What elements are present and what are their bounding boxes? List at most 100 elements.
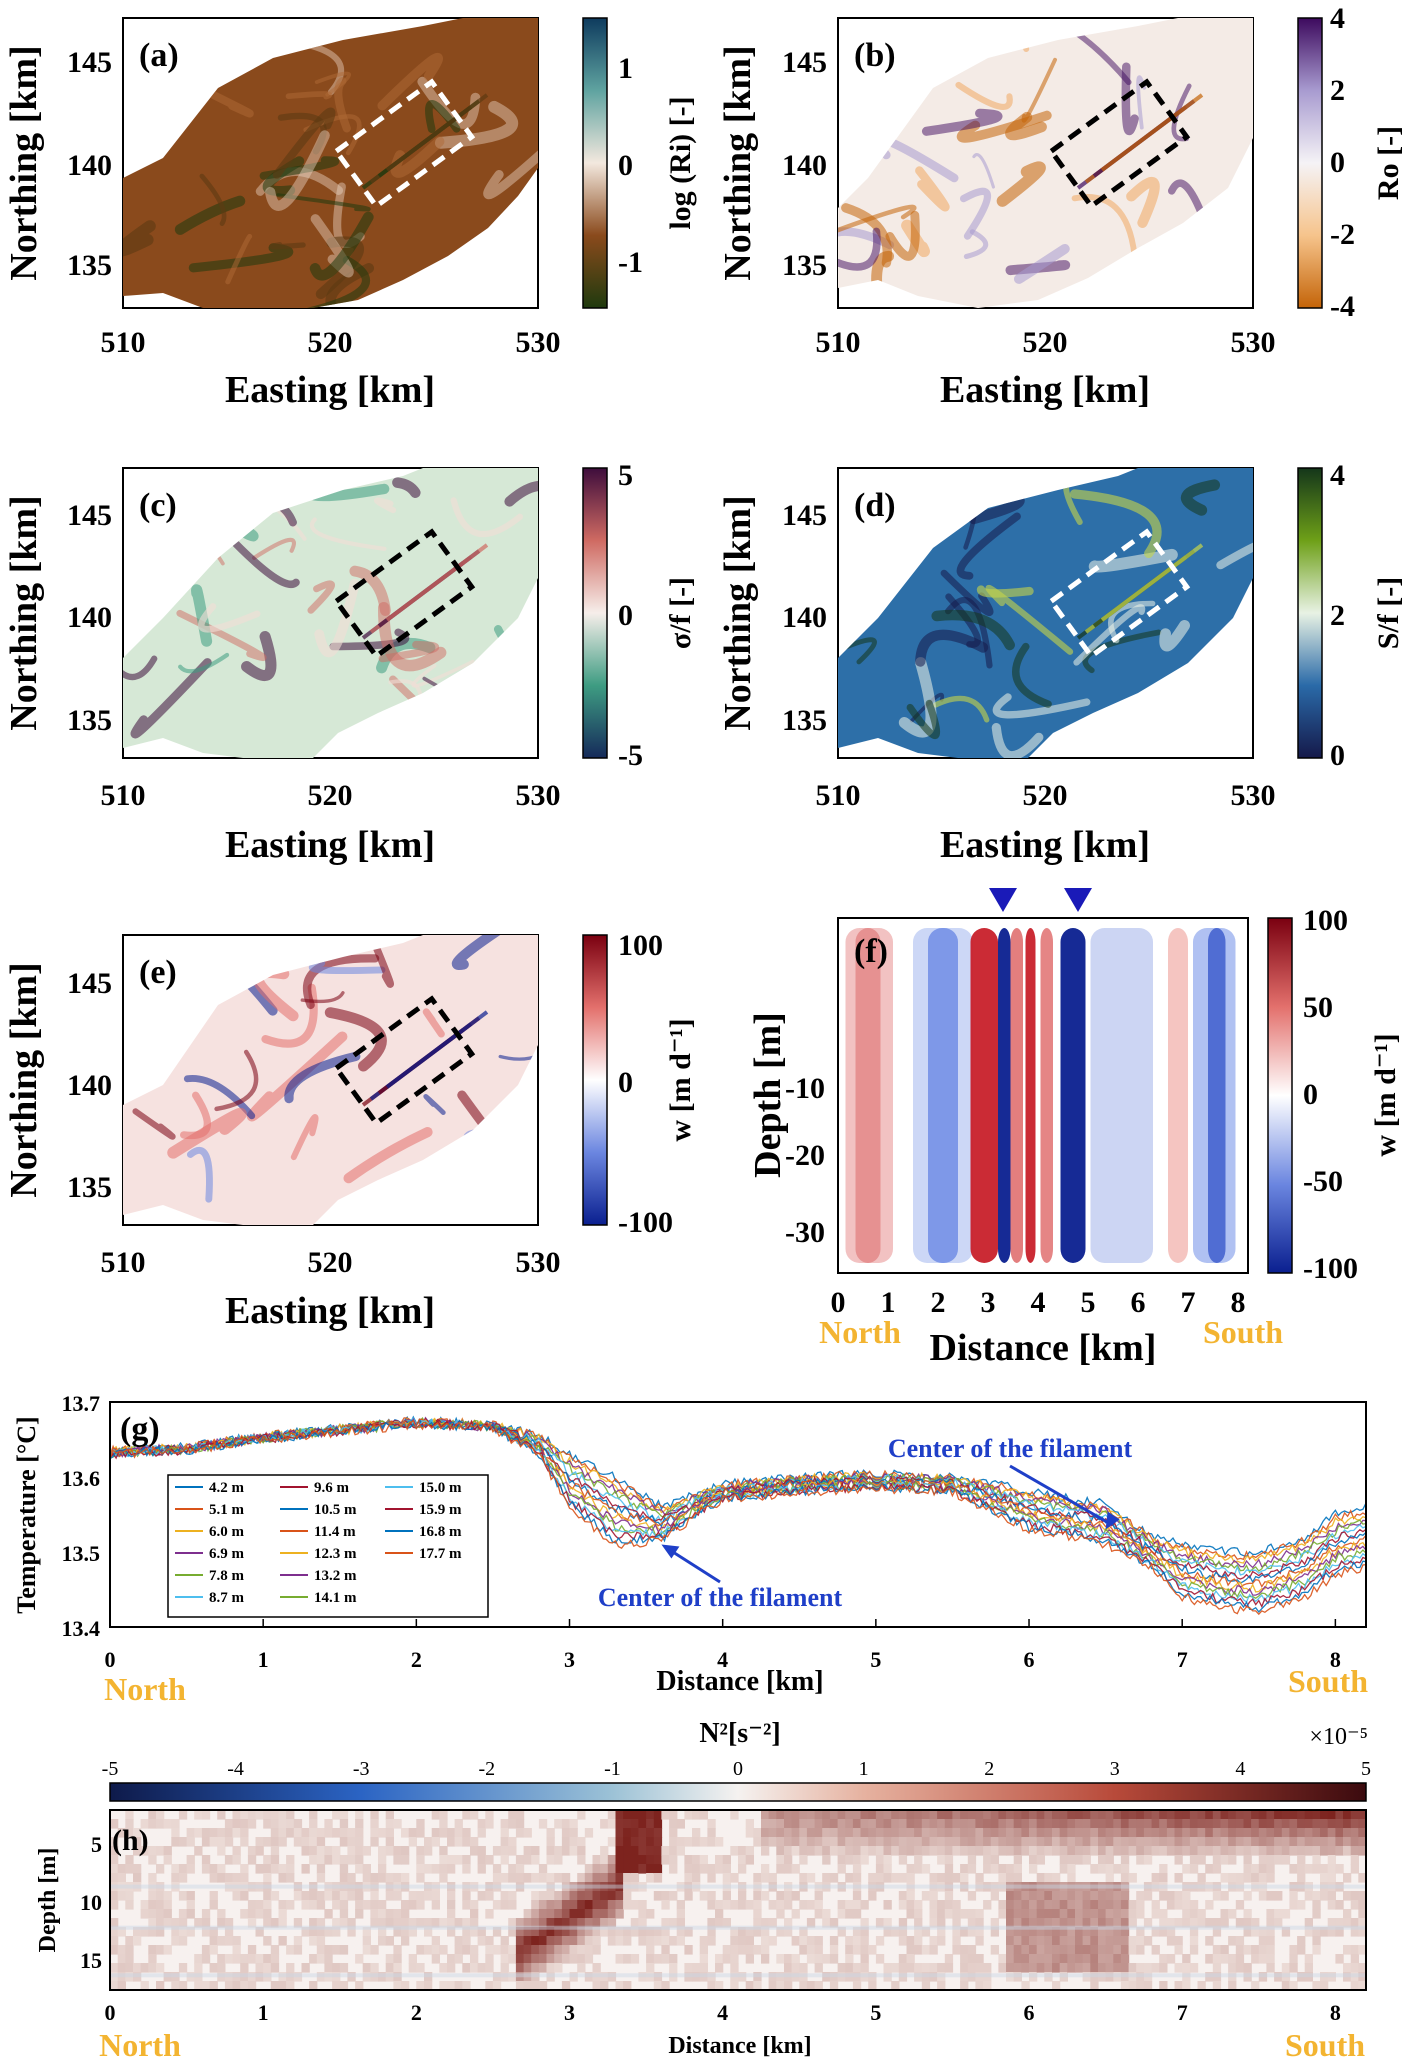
n2-cell — [1098, 1891, 1107, 1901]
colorbar-e-tick: 0 — [618, 1066, 633, 1099]
n2-cell — [577, 1945, 586, 1955]
n2-cell — [1366, 1918, 1374, 1928]
n2-cell — [1189, 1900, 1199, 1910]
n2-cell — [1052, 1873, 1061, 1883]
n2-cell — [508, 1873, 517, 1883]
n2-cell — [860, 1855, 869, 1865]
n2-cell — [186, 1909, 195, 1919]
n2-cell — [1343, 1873, 1352, 1883]
n2-cell — [1113, 1909, 1122, 1919]
temperature-line-15-9-m — [110, 1420, 1366, 1609]
n2-cell — [952, 1927, 961, 1937]
n2-cell — [378, 1828, 387, 1838]
n2-cell — [186, 1837, 195, 1847]
n2-cell — [607, 1873, 617, 1883]
n2-cell — [1105, 1972, 1114, 1982]
n2-cell — [477, 1855, 486, 1865]
n2-cell — [538, 1927, 548, 1937]
n2-cell — [339, 1909, 349, 1919]
n2-cell — [1243, 1855, 1252, 1865]
n2-cell — [317, 1990, 325, 2000]
n2-cell — [600, 1882, 609, 1892]
a-xtick-510: 510 — [101, 326, 146, 359]
colorbar-c-tick: -5 — [618, 739, 643, 772]
n2-cell — [263, 1963, 272, 1973]
n2-cell — [1090, 1918, 1099, 1928]
n2-cell — [646, 1990, 654, 2000]
d-xtick-530: 530 — [1231, 779, 1276, 812]
n2-cell — [454, 1828, 463, 1838]
n2-cell — [745, 1945, 754, 1955]
n2-cell — [960, 1846, 969, 1856]
n2-cell — [247, 1855, 257, 1865]
n2-cell — [1281, 1963, 1291, 1973]
n2-cell — [822, 1972, 831, 1982]
n2-cell — [462, 1936, 471, 1946]
n2-cell — [845, 1855, 854, 1865]
n2-cell — [1105, 1864, 1114, 1874]
n2-cell — [355, 1837, 364, 1847]
panel-a-streak — [272, 107, 336, 179]
n2-cell — [140, 1963, 149, 1973]
n2-cell — [1036, 1936, 1045, 1946]
n2-cell — [646, 1927, 655, 1937]
n2-cell — [975, 1927, 984, 1937]
n2-cell — [1013, 1855, 1022, 1865]
n2-cell — [247, 1909, 257, 1919]
n2-cell — [478, 1990, 486, 2000]
n2-cell — [944, 1963, 954, 1973]
panel-f-w-column — [970, 928, 998, 1263]
n2-cell — [1366, 1810, 1374, 1820]
f-xtick: 4 — [1031, 1286, 1046, 1319]
n2-cell — [584, 1828, 594, 1838]
n2-cell — [937, 1855, 946, 1865]
n2-cell — [278, 1918, 287, 1928]
n2-cell — [914, 1918, 923, 1928]
n2-cell — [1305, 1990, 1313, 2000]
n2-cell — [1044, 1873, 1053, 1883]
n2-cell — [1358, 1927, 1366, 1937]
n2-cell — [921, 1981, 931, 1990]
n2-cell — [990, 1927, 999, 1937]
n2-cell — [1289, 1891, 1298, 1901]
g-xtick: 7 — [1177, 1647, 1188, 1672]
n2-cell — [316, 1891, 326, 1901]
n2-cell — [1343, 1972, 1352, 1982]
n2-cell — [538, 1900, 548, 1910]
n2-cell — [178, 1963, 188, 1973]
n2-cell — [1274, 1909, 1283, 1919]
h-colorbar-tick: -4 — [227, 1758, 244, 1780]
n2-cell — [1350, 1864, 1359, 1874]
n2-cell — [339, 1981, 349, 1990]
n2-cell — [1067, 1927, 1076, 1937]
n2-cell — [485, 1810, 494, 1820]
n2-cell — [1274, 1855, 1283, 1865]
n2-cell — [546, 1873, 555, 1883]
n2-cell — [1075, 1882, 1084, 1892]
n2-cell — [531, 1963, 540, 1973]
n2-cell — [1075, 1900, 1084, 1910]
n2-cell — [347, 1882, 356, 1892]
n2-cell — [523, 1954, 532, 1964]
n2-cell — [1044, 1846, 1053, 1856]
n2-cell — [1304, 1891, 1313, 1901]
n2-cell — [1205, 1837, 1214, 1847]
n2-cell — [1098, 1810, 1107, 1820]
n2-cell — [1358, 1981, 1366, 1990]
n2-cell — [768, 1882, 777, 1892]
n2-cell — [860, 1900, 869, 1910]
n2-cell — [454, 1936, 463, 1946]
n2-cell — [776, 1855, 785, 1865]
n2-cell — [523, 1981, 532, 1990]
n2-cell — [653, 1936, 663, 1946]
n2-cell — [561, 1981, 571, 1990]
n2-cell — [462, 1837, 471, 1847]
n2-cell — [523, 1909, 532, 1919]
n2-cell — [554, 1954, 563, 1964]
n2-cell — [133, 1828, 142, 1838]
n2-cell — [967, 1927, 977, 1937]
n2-cell — [1244, 1990, 1252, 2000]
n2-cell — [1044, 1909, 1053, 1919]
n2-cell — [814, 1810, 823, 1820]
